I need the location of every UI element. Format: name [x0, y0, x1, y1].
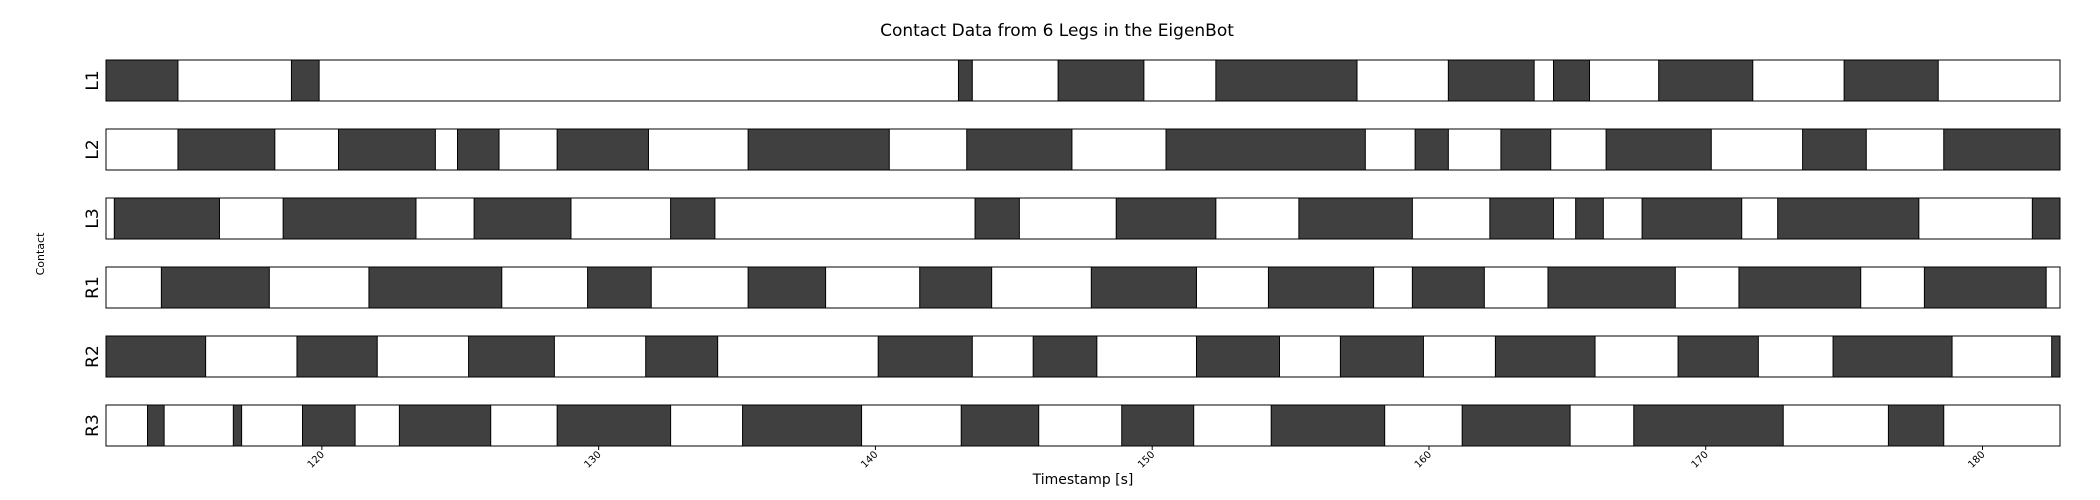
contact-segment [1115, 197, 1217, 240]
contact-segment [1658, 59, 1754, 102]
leg-row-r3: R3 [83, 404, 2061, 447]
contact-segment [877, 335, 973, 378]
contact-segment [2051, 335, 2061, 378]
contact-segment [456, 128, 500, 171]
contact-segment [556, 404, 672, 447]
contact-segment [1887, 404, 1945, 447]
contact-segment [468, 335, 555, 378]
contact-segment [742, 404, 863, 447]
contact-segment [473, 197, 572, 240]
contact-segment [302, 404, 356, 447]
contact-segment [1339, 335, 1424, 378]
contact-segment [1057, 59, 1145, 102]
x-tick-label: 140 [859, 449, 880, 470]
x-tick-label: 170 [1690, 449, 1711, 470]
contact-segment [1553, 59, 1590, 102]
contact-segment [1802, 128, 1867, 171]
contact-segment [1411, 266, 1485, 309]
contact-segment [1547, 266, 1676, 309]
contact-segment [290, 59, 320, 102]
contact-segment [232, 404, 243, 447]
contact-segment [398, 404, 492, 447]
contact-segment [337, 128, 436, 171]
x-tick-label: 130 [582, 449, 603, 470]
contact-segment [1270, 404, 1386, 447]
contact-segment [587, 266, 652, 309]
leg-label: L2 [83, 139, 103, 159]
leg-row-l1: L1 [83, 59, 2061, 102]
contact-segment [1923, 266, 2047, 309]
contact-segment [1943, 128, 2061, 171]
contact-segment [966, 128, 1073, 171]
leg-label: R1 [83, 276, 103, 299]
contact-segment [747, 128, 890, 171]
contact-segment [1032, 335, 1098, 378]
leg-row-r1: R1 [83, 266, 2061, 309]
contact-segment [556, 128, 649, 171]
contact-segment [296, 335, 378, 378]
contact-segment [1165, 128, 1366, 171]
contact-segment [1633, 404, 1784, 447]
leg-label: L3 [83, 208, 103, 228]
contact-segment [1641, 197, 1743, 240]
x-axis-label: Timestamp [s] [1032, 472, 1134, 488]
contact-segment [1832, 335, 1953, 378]
contact-segment [645, 335, 719, 378]
contact-segment [1494, 335, 1596, 378]
leg-row-r2: R2 [83, 335, 2061, 378]
contact-segment [960, 404, 1040, 447]
x-axis-ticks: 120 130 140 150 160 170 180 [306, 446, 1988, 471]
contact-segment [1605, 128, 1712, 171]
leg-label: R2 [83, 345, 103, 368]
contact-segment [1414, 128, 1449, 171]
leg-label: L1 [83, 70, 103, 90]
contact-segment [113, 197, 220, 240]
contact-segment [670, 197, 716, 240]
contact-segment [919, 266, 993, 309]
x-tick-label: 120 [306, 449, 327, 470]
contact-segment [974, 197, 1020, 240]
leg-row-l3: L3 [83, 197, 2061, 240]
contact-segment [105, 59, 179, 102]
contact-segment [1195, 335, 1281, 378]
contact-segment [1447, 59, 1535, 102]
chart-title: Contact Data from 6 Legs in the EigenBot [880, 21, 1234, 41]
contact-segment [1777, 197, 1920, 240]
contact-segment [368, 266, 503, 309]
contact-segment [1267, 266, 1375, 309]
contact-segment [1500, 128, 1552, 171]
contact-segment [747, 266, 827, 309]
y-axis-label: Contact [34, 232, 47, 275]
x-tick-label: 180 [1966, 449, 1987, 470]
contact-segment [1215, 59, 1358, 102]
contact-segment [1489, 197, 1555, 240]
contact-segment [957, 59, 973, 102]
contact-segment [2031, 197, 2061, 240]
x-tick-label: 150 [1136, 449, 1157, 470]
contact-segment [1843, 59, 1939, 102]
contact-segment [1738, 266, 1862, 309]
contact-segment [1461, 404, 1571, 447]
contact-segment [105, 335, 207, 378]
leg-rows: L1 L2 L3 R1 R2 R3 [83, 59, 2061, 447]
contact-segment [1677, 335, 1759, 378]
leg-label: R3 [83, 414, 103, 437]
contact-segment [1090, 266, 1197, 309]
contact-segment [1298, 197, 1413, 240]
contact-segment [1575, 197, 1604, 240]
contact-segment [147, 404, 165, 447]
contact-segment [177, 128, 276, 171]
contact-segment [160, 266, 270, 309]
contact-segment [1121, 404, 1195, 447]
x-tick-label: 160 [1413, 449, 1434, 470]
leg-row-l2: L2 [83, 128, 2061, 171]
contact-segment [282, 197, 417, 240]
